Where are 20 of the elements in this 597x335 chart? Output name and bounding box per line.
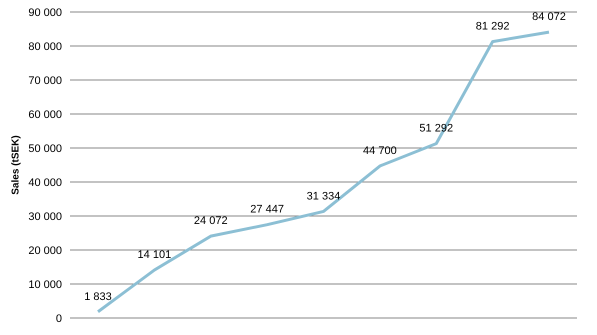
y-axis-title: Sales (tSEK) [10,135,22,195]
y-tick-label: 50 000 [28,142,62,155]
y-tick-label: 40 000 [28,176,62,189]
y-tick-label: 10 000 [28,278,62,291]
data-label: 81 292 [476,20,510,33]
y-tick-label: 20 000 [28,244,62,257]
y-tick-label: 90 000 [28,6,62,19]
data-label: 14 101 [138,249,172,262]
y-tick-label: 80 000 [28,40,62,53]
y-tick-label: 0 [56,312,62,325]
data-label: 24 072 [194,215,228,228]
y-tick-label: 70 000 [28,74,62,87]
data-label: 44 700 [363,145,397,158]
data-label: 84 072 [532,11,566,24]
data-label: 1 833 [84,290,112,303]
data-label: 27 447 [250,204,284,216]
data-label: 51 292 [419,122,454,135]
y-tick-label: 60 000 [28,108,62,121]
y-tick-label: 30 000 [28,210,62,223]
data-label: 31 334 [306,190,340,202]
